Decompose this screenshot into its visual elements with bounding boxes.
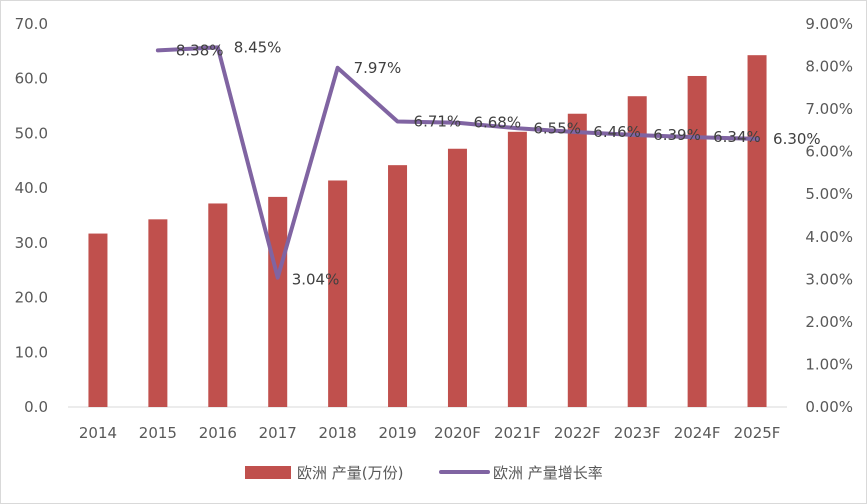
legend-swatch-bar	[245, 466, 291, 479]
line-data-label: 6.71%	[414, 112, 462, 130]
right-tick-label: 5.00%	[805, 185, 853, 203]
line-data-label: 6.46%	[593, 123, 641, 141]
bar	[627, 96, 647, 408]
left-axis-ticks: 0.0 10.0 20.0 30.0 40.0 50.0 60.0 70.0	[15, 15, 48, 416]
left-tick-label: 40.0	[15, 179, 48, 197]
right-tick-label: 1.00%	[805, 355, 853, 373]
bar	[268, 196, 288, 407]
x-tick-label: 2024F	[674, 424, 721, 442]
line-data-label: 6.39%	[653, 126, 701, 144]
bar	[447, 148, 467, 407]
left-tick-label: 50.0	[15, 124, 48, 142]
x-tick-label: 2014	[79, 424, 117, 442]
x-tick-label: 2019	[378, 424, 416, 442]
x-tick-label: 2021F	[494, 424, 541, 442]
right-tick-label: 7.00%	[805, 100, 853, 118]
left-tick-label: 70.0	[15, 15, 48, 33]
right-tick-label: 6.00%	[805, 143, 853, 161]
left-tick-label: 60.0	[15, 70, 48, 88]
right-axis-ticks: 0.00% 1.00% 2.00% 3.00% 4.00% 5.00% 6.00% 7.00%…	[805, 15, 853, 416]
line-data-label: 6.68%	[473, 114, 521, 132]
x-tick-label: 2016	[199, 424, 237, 442]
right-tick-label: 9.00%	[805, 15, 853, 33]
line-data-label: 6.55%	[533, 119, 581, 137]
legend: 欧洲 产量(万份) 欧洲 产量增长率	[245, 464, 603, 482]
x-tick-label: 2023F	[614, 424, 661, 442]
x-tick-label: 2022F	[554, 424, 601, 442]
x-tick-label: 2020F	[434, 424, 481, 442]
line-data-label: 8.38%	[176, 41, 224, 59]
legend-label-bar: 欧洲 产量(万份)	[297, 464, 403, 482]
bar	[687, 75, 707, 407]
line-data-label: 7.97%	[354, 59, 402, 77]
bar	[328, 180, 348, 407]
bar-series	[88, 55, 767, 408]
left-tick-label: 10.0	[15, 343, 48, 361]
left-tick-label: 30.0	[15, 234, 48, 252]
bar	[507, 131, 527, 407]
bar	[388, 165, 408, 407]
bar	[208, 203, 228, 407]
line-data-label: 6.34%	[713, 128, 761, 146]
x-tick-label: 2015	[139, 424, 177, 442]
bar	[88, 233, 108, 407]
right-tick-label: 3.00%	[805, 270, 853, 288]
bar	[567, 113, 587, 407]
right-tick-label: 0.00%	[805, 398, 853, 416]
bar	[148, 219, 168, 407]
x-tick-label: 2017	[259, 424, 297, 442]
right-tick-label: 4.00%	[805, 228, 853, 246]
line-data-labels: 8.38% 8.45% 3.04% 7.97% 6.71% 6.68% 6.55% 6.46%…	[176, 38, 821, 288]
line-data-label: 6.30%	[773, 130, 821, 148]
x-tick-label: 2018	[319, 424, 357, 442]
right-tick-label: 8.00%	[805, 58, 853, 76]
growth-line	[155, 45, 760, 280]
line-data-label: 3.04%	[292, 271, 340, 289]
line-series	[155, 45, 760, 280]
line-data-label: 8.45%	[234, 38, 282, 56]
x-axis-ticks: 2014 2015 2016 2017 2018 2019 2020F 2021F 2022F 2…	[79, 424, 781, 442]
bar	[747, 55, 767, 408]
x-tick-label: 2025F	[734, 424, 781, 442]
right-tick-label: 2.00%	[805, 313, 853, 331]
legend-label-line: 欧洲 产量增长率	[493, 464, 603, 482]
left-tick-label: 0.0	[24, 398, 48, 416]
left-tick-label: 20.0	[15, 289, 48, 307]
